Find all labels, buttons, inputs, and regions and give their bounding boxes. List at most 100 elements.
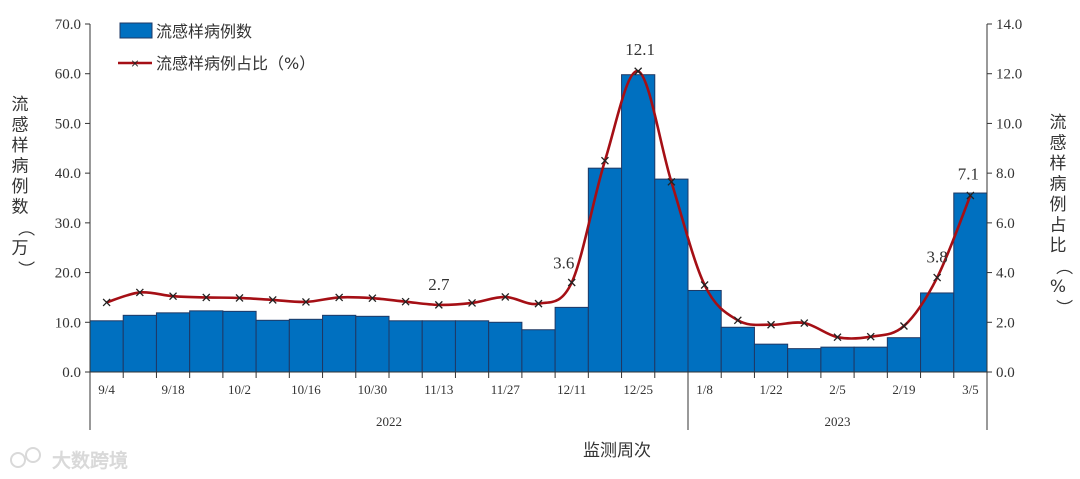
right-tick-label: 4.0 <box>996 266 1015 282</box>
bar-12/11 <box>554 306 589 373</box>
x-tick-label: 2/19 <box>892 382 915 397</box>
axis-title-char: 感 <box>12 116 29 136</box>
right-tick-labels: 0.0 2.0 4.0 6.0 8.0 10.0 12.0 14.0 <box>996 17 1022 381</box>
data-label: 3.8 <box>927 248 948 267</box>
left-tick-label: 30.0 <box>55 216 81 232</box>
bar-10/23 <box>322 314 357 373</box>
bar-2/19 <box>886 337 922 373</box>
axis-title-char: 病 <box>12 157 29 177</box>
axis-title-char: 感 <box>1050 134 1067 154</box>
axis-title-char: ） <box>1053 299 1073 316</box>
line-point-9/4 <box>102 298 111 307</box>
axis-title-char: （ <box>15 220 35 237</box>
bar-12/25 <box>621 74 656 373</box>
bar-9/11 <box>122 314 157 373</box>
left-tick-label: 10.0 <box>55 315 81 331</box>
line-point-12/4 <box>534 299 543 308</box>
axis-title-char: 例 <box>1050 195 1067 215</box>
line-point-1/8 <box>700 281 709 289</box>
x-tick-label: 9/18 <box>161 382 184 397</box>
bar-1/15 <box>720 326 755 373</box>
left-axis-title: 流感样病例数 （ 万 ） <box>12 95 36 278</box>
bar-9/18 <box>155 312 191 373</box>
data-label: 12.1 <box>625 40 655 59</box>
line-point-9/11 <box>135 288 144 297</box>
left-tick-label: 60.0 <box>55 67 81 83</box>
line-point-1/22 <box>767 320 776 329</box>
legend-bar-swatch <box>119 22 153 39</box>
line-point-10/16 <box>301 297 310 306</box>
axis-title-char: 流 <box>12 95 29 115</box>
left-tick-label: 40.0 <box>55 166 81 182</box>
x-tick-label: 3/5 <box>962 382 979 397</box>
x-tick-label: 10/30 <box>358 382 388 397</box>
x-axis-title: 监测周次 <box>583 441 651 461</box>
legend-line-marker: × <box>130 57 139 70</box>
left-tick-label: 0.0 <box>62 365 81 381</box>
right-tick-label: 0.0 <box>996 365 1015 381</box>
bar-1/29 <box>787 348 822 373</box>
ratio-line <box>106 69 972 340</box>
x-tick-label: 10/2 <box>228 382 251 397</box>
x-tick-label: 11/27 <box>491 382 521 397</box>
right-tick-label: 10.0 <box>996 116 1022 132</box>
axis-title-char: 例 <box>12 177 29 197</box>
axis-title-char: 占 <box>1050 216 1067 236</box>
data-label: 2.7 <box>428 275 450 294</box>
bar-10/30 <box>355 315 390 373</box>
right-tick-label: 14.0 <box>996 17 1022 33</box>
x-tick-label: 12/25 <box>623 382 653 397</box>
x-tick-label: 10/16 <box>291 382 321 397</box>
year-label: 2023 <box>825 414 851 429</box>
right-tick-label: 8.0 <box>996 166 1015 182</box>
bar-series <box>89 74 988 373</box>
line-point-1/29 <box>800 319 809 327</box>
axis-title-char: 样 <box>1050 154 1067 174</box>
legend-item-bar: 流感样病例数 <box>119 22 252 41</box>
line-point-10/2 <box>235 293 244 302</box>
bar-1/22 <box>753 343 789 373</box>
axis-title-char: 病 <box>1050 175 1067 195</box>
left-tick-label: 70.0 <box>55 17 81 33</box>
left-tick-label: 20.0 <box>55 266 81 282</box>
legend-item-line: × 流感样病例占比（%） <box>118 54 315 73</box>
bar-10/9 <box>255 319 290 373</box>
line-point-3/5 <box>966 191 975 200</box>
axis-title-char: 样 <box>12 136 29 156</box>
bar-10/2 <box>222 310 257 373</box>
legend-bar-label: 流感样病例数 <box>156 22 252 41</box>
x-tick-label: 1/22 <box>759 382 782 397</box>
line-point-10/9 <box>268 295 277 304</box>
axis-title-char: 数 <box>12 198 29 218</box>
watermark-logo-icon <box>10 447 41 468</box>
line-series <box>102 67 975 342</box>
bar-9/25 <box>189 310 224 373</box>
line-point-2/26 <box>933 273 942 282</box>
right-tick-label: 6.0 <box>996 216 1015 232</box>
line-point-11/20 <box>468 298 477 307</box>
line-point-2/5 <box>833 333 842 342</box>
axis-title-char: ） <box>15 261 35 278</box>
line-point-2/12 <box>866 332 875 341</box>
data-label: 3.6 <box>553 254 574 273</box>
axes <box>85 23 992 373</box>
axis-title-char: % <box>1050 277 1066 297</box>
axis-title-char: 比 <box>1050 236 1067 256</box>
x-tick-label: 1/8 <box>696 382 713 397</box>
line-point-1/1 <box>667 177 676 186</box>
bar-2/5 <box>820 346 855 373</box>
x-tick-label: 9/4 <box>98 382 115 397</box>
right-tick-label: 2.0 <box>996 315 1015 331</box>
line-point-11/13 <box>434 300 443 309</box>
watermark-text: 大数跨境 <box>52 449 128 472</box>
bar-11/13 <box>421 320 456 373</box>
right-axis-title: 流感样病例占比 （% ） <box>1050 113 1074 316</box>
x-tick-label: 2/5 <box>829 382 846 397</box>
bar-12/18 <box>587 167 623 373</box>
line-point-12/11 <box>567 278 576 287</box>
line-point-1/15 <box>733 316 742 325</box>
bar-1/1 <box>654 178 689 373</box>
axis-title-char: 万 <box>12 239 29 259</box>
left-tick-label: 50.0 <box>55 116 81 132</box>
